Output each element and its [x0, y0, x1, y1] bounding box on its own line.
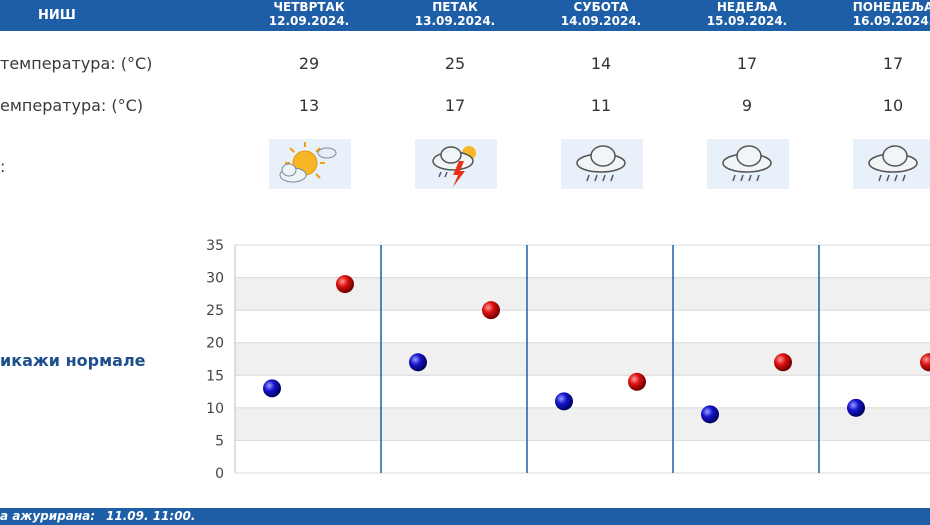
day-name: СУБОТА — [573, 0, 629, 14]
day-header: ЧЕТВРТАК 12.09.2024. — [234, 0, 384, 28]
min-temp-point — [847, 398, 865, 417]
min-temp-label: емпература: (°C) — [0, 96, 144, 115]
max-temp-label: температура: (°C) — [0, 54, 153, 73]
temperature-chart: 0 5 10 15 20 25 30 35 — [206, 238, 930, 482]
grid-band — [235, 407, 930, 441]
rain-icon — [561, 139, 643, 189]
day-date: 16.09.2024. — [852, 14, 930, 28]
max-temp-point — [774, 353, 792, 372]
day-header: ПЕТАК 13.09.2024. — [380, 0, 530, 28]
max-temp-point — [920, 353, 930, 372]
forecast-header: НИШ ЧЕТВРТАК 12.09.2024. ПЕТАК 13.09.202… — [0, 0, 930, 31]
y-tick-label: 35 — [206, 238, 224, 254]
min-temp-value: 13 — [298, 96, 320, 115]
min-temp-point — [701, 405, 719, 424]
day-name: ПЕТАК — [432, 0, 478, 14]
footer-bar: а ажурирана: 11.09. 11:00. — [0, 508, 930, 525]
day-date: 12.09.2024. — [268, 14, 350, 28]
y-tick-label: 10 — [206, 401, 224, 417]
day-header: СУБОТА 14.09.2024. — [526, 0, 676, 28]
show-normals-link[interactable]: икажи нормале — [0, 351, 146, 370]
grid-band — [235, 342, 930, 376]
max-temp-value: 17 — [736, 54, 758, 73]
min-temp-value: 11 — [590, 96, 612, 115]
updated-label: а ажурирана: — [0, 509, 96, 523]
min-temp-point — [263, 379, 281, 398]
y-tick-label: 15 — [206, 368, 224, 384]
min-temp-point — [409, 353, 427, 372]
max-temp-point — [482, 301, 500, 320]
min-temp-value: 17 — [444, 96, 466, 115]
day-header: ПОНЕДЕЉА 16.09.2024. — [818, 0, 930, 28]
y-tick-label: 0 — [215, 466, 224, 482]
day-date: 14.09.2024. — [560, 14, 642, 28]
y-tick-label: 5 — [215, 433, 224, 449]
max-temp-value: 17 — [882, 54, 904, 73]
day-name: ПОНЕДЕЉА — [852, 0, 930, 14]
rain-icon — [707, 139, 789, 189]
max-temp-point — [628, 372, 646, 391]
max-temp-value: 29 — [298, 54, 320, 73]
day-date: 15.09.2024. — [706, 14, 788, 28]
day-name: НЕДЕЉА — [716, 0, 778, 14]
y-tick-label: 20 — [206, 336, 224, 352]
rain-icon — [853, 139, 930, 189]
max-temp-value: 25 — [444, 54, 466, 73]
weather-label: : — [0, 157, 6, 176]
city-name: НИШ — [38, 8, 76, 23]
y-tick-label: 30 — [206, 271, 224, 287]
day-date: 13.09.2024. — [414, 14, 496, 28]
min-temp-value: 9 — [741, 96, 753, 115]
min-temp-point — [555, 392, 573, 411]
min-temp-value: 10 — [882, 96, 904, 115]
thunderstorm-icon — [415, 139, 497, 189]
day-name: ЧЕТВРТАК — [273, 0, 345, 14]
sun-cloud-icon — [269, 139, 351, 189]
updated-time: 11.09. 11:00. — [106, 509, 196, 523]
y-tick-label: 25 — [206, 303, 224, 319]
day-header: НЕДЕЉА 15.09.2024. — [672, 0, 822, 28]
max-temp-value: 14 — [590, 54, 612, 73]
max-temp-point — [336, 275, 354, 294]
